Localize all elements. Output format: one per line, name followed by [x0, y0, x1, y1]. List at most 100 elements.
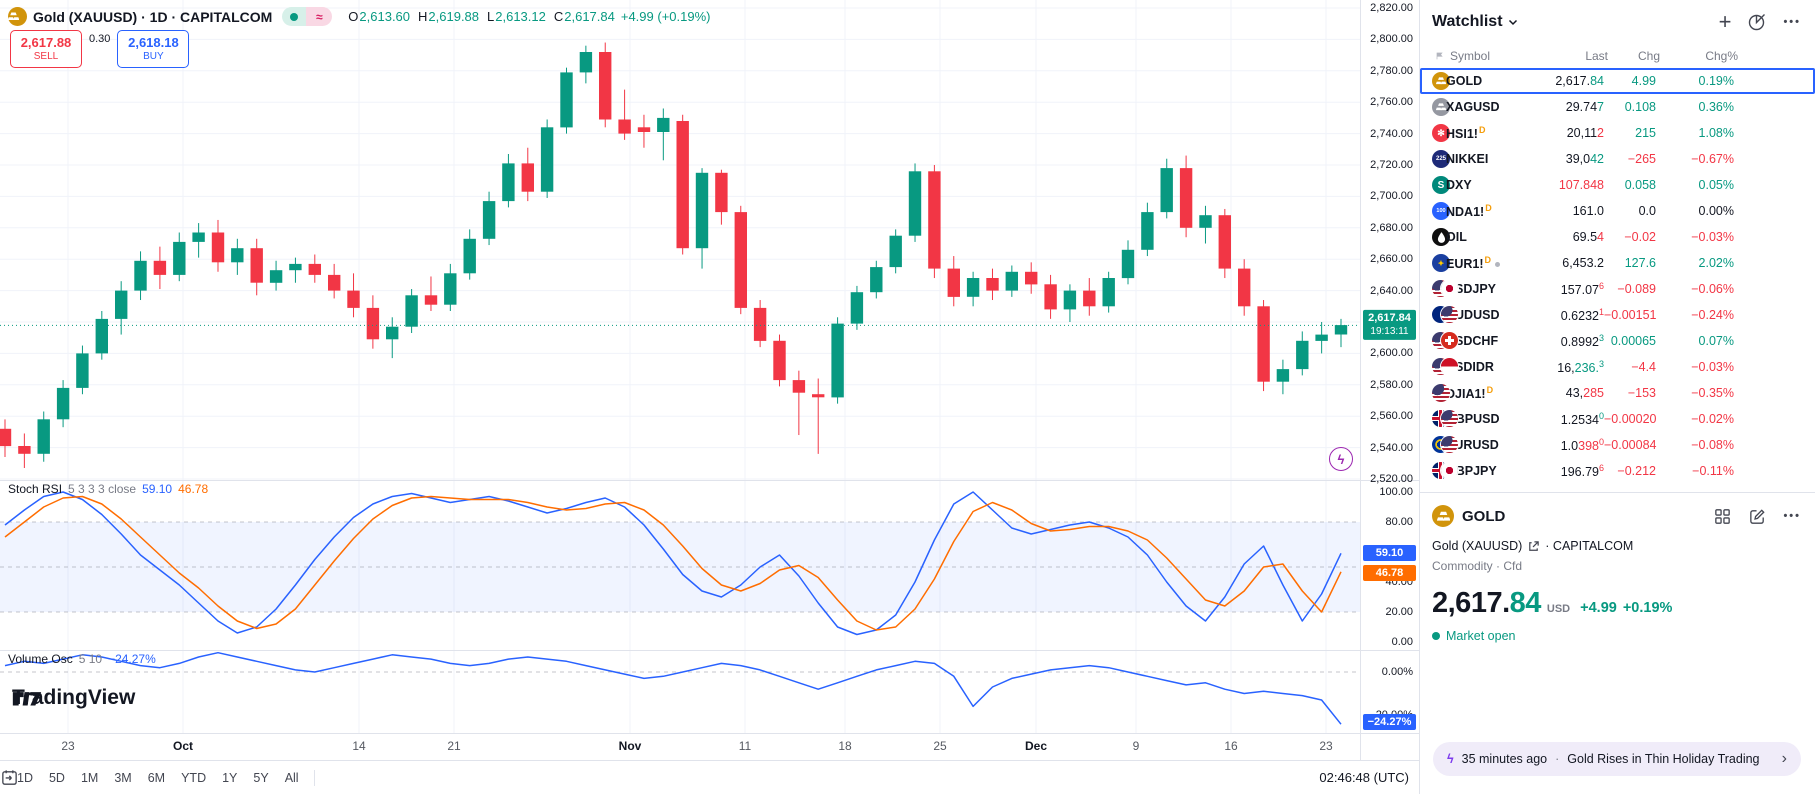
donut-chart-icon[interactable]: [1747, 12, 1767, 32]
time-label: 18: [838, 739, 852, 753]
range-button-5D[interactable]: 5D: [48, 770, 65, 785]
watchlist-row-AUDUSD[interactable]: AUDUSD 0.62321 −0.00151 −0.24%: [1420, 302, 1815, 328]
daily-flag: D: [1484, 254, 1492, 265]
axis-divider: [0, 733, 1419, 734]
tradingview-mark-icon: [12, 692, 42, 706]
stoch-tick: 100.00: [1379, 486, 1413, 498]
gold-bars-icon: [1432, 72, 1450, 90]
range-button-1D[interactable]: 1D: [17, 770, 33, 785]
ohlc-item: C2,617.84: [553, 9, 615, 24]
ohlc-item: L2,613.12: [487, 9, 546, 24]
watchlist-dropdown[interactable]: Watchlist: [1432, 13, 1519, 31]
approx-mode-icon: ≈: [306, 7, 333, 26]
watchlist-row-EURUSD[interactable]: EURUSD 1.03980 −0.00084 −0.08%: [1420, 432, 1815, 458]
news-headline[interactable]: ϟ 35 minutes ago · Gold Rises in Thin Ho…: [1433, 742, 1801, 776]
stoch-tick: 0.00: [1391, 636, 1413, 648]
status-pills[interactable]: ≈: [282, 7, 333, 26]
change-value: +4.99 (+0.19%): [620, 9, 711, 24]
watchlist-row-HSI1![interactable]: ✻ HSI1!D 20,112 215 1.08%: [1420, 120, 1815, 146]
bar-countdown: 19:13:11: [1370, 325, 1409, 337]
sell-button[interactable]: 2,617.88 SELL: [10, 30, 82, 68]
detail-change: +4.99: [1580, 600, 1617, 616]
time-label: Dec: [1024, 739, 1048, 753]
watchlist-row-DXY[interactable]: S DXY 107.848 0.058 0.05%: [1420, 172, 1815, 198]
silver-bars-icon: [1432, 98, 1450, 116]
column-chgp[interactable]: Chg%: [1705, 49, 1738, 63]
add-symbol-icon[interactable]: +: [1718, 9, 1732, 34]
volume-osc-legend[interactable]: Volume Osc 5 10 −24.27%: [8, 652, 156, 666]
daily-flag: D: [1478, 124, 1486, 135]
edit-note-icon[interactable]: [1748, 507, 1767, 526]
time-label: 23: [61, 739, 75, 753]
watchlist-header: Watchlist + •••: [1420, 0, 1815, 44]
column-chg[interactable]: Chg: [1637, 49, 1660, 63]
time-axis[interactable]: 23 Oct 14 21 Nov 11 18 25 Dec 9 16 23: [0, 733, 1419, 760]
range-button-All[interactable]: All: [284, 770, 299, 785]
stoch-d-value: 46.78: [178, 482, 209, 496]
time-label: 11: [738, 739, 752, 753]
watchlist-row-GBPJPY[interactable]: GBPJPY 196.796 −0.212 −0.11%: [1420, 458, 1815, 484]
time-label: 16: [1224, 739, 1238, 753]
candlestick-chart[interactable]: [0, 0, 1360, 480]
watchlist-row-XAGUSD[interactable]: XAGUSD 29.747 0.108 0.36%: [1420, 94, 1815, 120]
detail-price: 2,617.84 USD +4.99 +0.19%: [1432, 587, 1673, 619]
ohlc-item: O2,613.60: [348, 9, 411, 24]
watchlist-row-NIKKEI[interactable]: 225 NIKKEI 39,042 −265 −0.67%: [1420, 146, 1815, 172]
oil-drop-icon: [1432, 228, 1450, 246]
price-scale-divider: [1360, 0, 1361, 760]
news-flash-icon: ϟ: [1447, 752, 1454, 766]
market-status: Market open: [1432, 629, 1801, 643]
column-symbol[interactable]: Symbol: [1450, 49, 1491, 63]
session-clock[interactable]: 02:46:48 (UTC): [1319, 770, 1409, 785]
column-last[interactable]: Last: [1585, 49, 1608, 63]
daily-flag: D: [1486, 384, 1494, 395]
flag-filter-icon[interactable]: [1436, 50, 1444, 62]
price-tick: 2,760.00: [1370, 96, 1413, 109]
layout-grid-icon[interactable]: [1713, 507, 1732, 526]
watchlist-row-GOLD[interactable]: GOLD 2,617.84 4.99 0.19%: [1420, 68, 1815, 94]
symbol-title[interactable]: Gold (XAUUSD) · 1D · CAPITALCOM: [33, 8, 273, 25]
range-button-6M[interactable]: 6M: [147, 770, 166, 785]
time-label: 23: [1319, 739, 1333, 753]
range-button-5Y[interactable]: 5Y: [253, 770, 269, 785]
lightning-icon[interactable]: ϟ: [1329, 447, 1353, 471]
range-button-1M[interactable]: 1M: [80, 770, 99, 785]
watchlist-row-GBPUSD[interactable]: GBPUSD 1.25340 −0.00020 −0.02%: [1420, 406, 1815, 432]
gold-symbol-icon: [1432, 505, 1454, 527]
watchlist-row-DJIA1![interactable]: DJIA1!D 43,285 −153 −0.35%: [1420, 380, 1815, 406]
range-button-3M[interactable]: 3M: [114, 770, 132, 785]
buy-button[interactable]: 2,618.18 BUY: [117, 30, 190, 68]
time-label: 25: [933, 739, 947, 753]
watchlist-row-USDJPY[interactable]: USDJPY 157.076 −0.089 −0.06%: [1420, 276, 1815, 302]
range-button-1Y[interactable]: 1Y: [222, 770, 238, 785]
us-flag-icon: [1432, 383, 1450, 403]
stoch-rsi-legend[interactable]: Stoch RSI 5 3 3 3 close 59.10 46.78: [8, 482, 208, 496]
price-tick: 2,520.00: [1370, 473, 1413, 485]
watchlist-row-USDCHF[interactable]: USDCHF 0.89923 0.00065 0.07%: [1420, 328, 1815, 354]
pane-divider[interactable]: [0, 650, 1419, 651]
ohlc-values: O2,613.60 H2,619.88 L2,613.12 C2,617.84: [348, 9, 615, 24]
watchlist-panel: Watchlist + ••• Symbol Last Chg Chg% GOL…: [1419, 0, 1815, 794]
pane-divider[interactable]: [0, 480, 1419, 481]
symbol-legend[interactable]: Gold (XAUUSD) · 1D · CAPITALCOM ≈ O2,613…: [8, 7, 710, 26]
watchlist-row-NDA1![interactable]: 100 NDA1!D 161.0 0.0 0.00%: [1420, 198, 1815, 224]
market-open-dot-icon: [1432, 632, 1440, 640]
tradingview-logo[interactable]: TradingView: [12, 686, 136, 709]
toolbar-divider: [313, 769, 315, 786]
more-options-icon[interactable]: •••: [1783, 510, 1801, 522]
indicator-name: Stoch RSI: [8, 482, 63, 496]
us-jp-flags-icon: [1432, 279, 1458, 299]
range-button-YTD[interactable]: YTD: [181, 770, 207, 785]
watchlist-row-USDIDR[interactable]: USDIDR 16,236.3 −4.4 −0.03%: [1420, 354, 1815, 380]
spread-value: 0.30: [89, 33, 111, 45]
stoch-d-badge: 46.78: [1363, 565, 1416, 581]
volume-osc-chart[interactable]: [0, 650, 1360, 733]
stoch-rsi-chart[interactable]: [0, 480, 1360, 650]
watchlist-row-OIL[interactable]: OIL 69.54 −0.02 −0.03%: [1420, 224, 1815, 250]
price-tick: 2,580.00: [1370, 378, 1413, 391]
external-link-icon[interactable]: [1527, 540, 1540, 553]
more-options-icon[interactable]: •••: [1783, 16, 1801, 28]
time-label: 14: [352, 739, 366, 753]
watchlist-row-EUR1![interactable]: ✦ EUR1!D 6,453.2 127.6 2.02%: [1420, 250, 1815, 276]
